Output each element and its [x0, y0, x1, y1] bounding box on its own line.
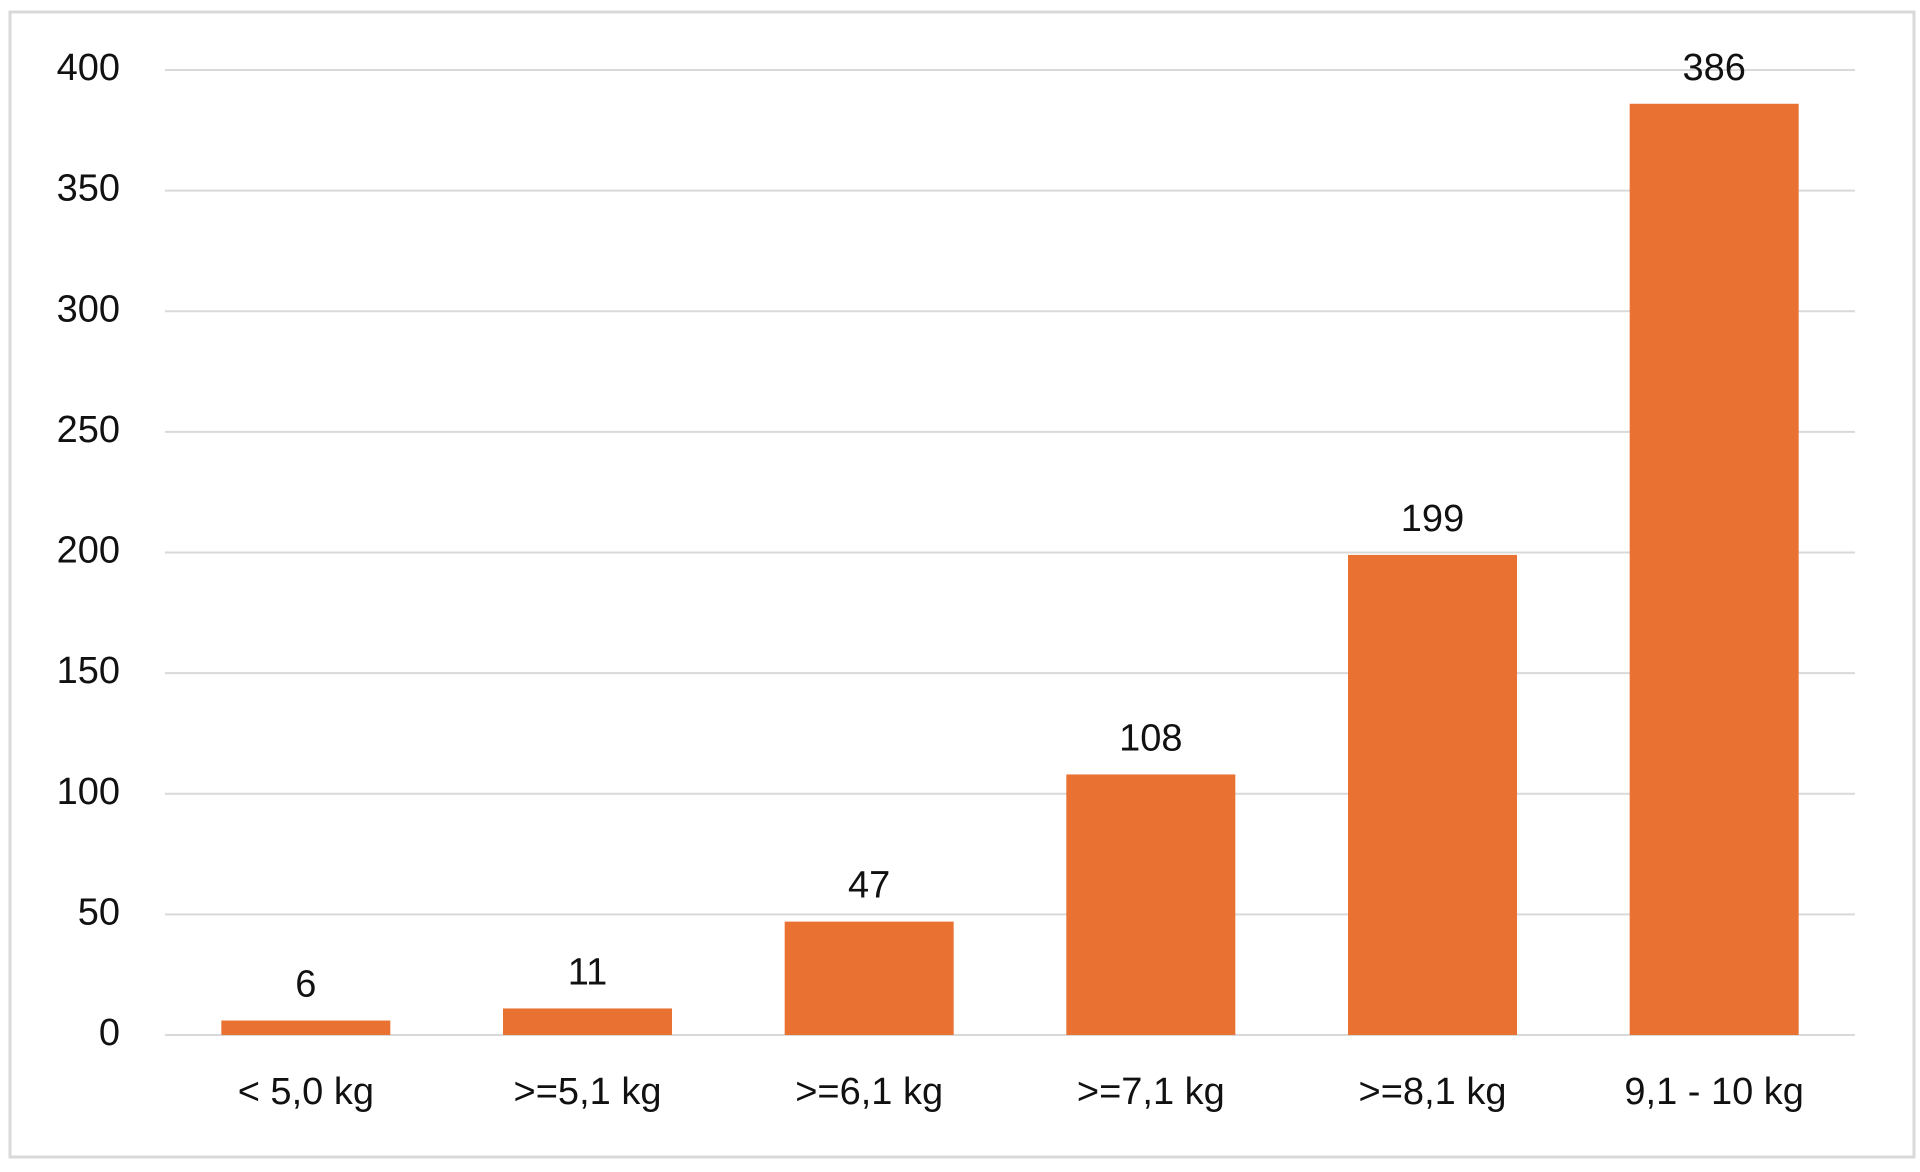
y-tick-label: 150 — [57, 650, 120, 692]
y-tick-label: 350 — [57, 168, 120, 210]
data-label: 199 — [1401, 498, 1464, 540]
y-tick-label: 50 — [78, 891, 120, 933]
x-tick-label: >=7,1 kg — [1077, 1071, 1225, 1113]
data-label: 386 — [1682, 47, 1745, 89]
bar — [503, 1008, 672, 1035]
x-tick-label: 9,1 - 10 kg — [1624, 1071, 1804, 1113]
y-tick-label: 100 — [57, 771, 120, 813]
x-tick-label: >=6,1 kg — [795, 1071, 943, 1113]
data-label: 6 — [295, 964, 316, 1006]
y-tick-label: 250 — [57, 409, 120, 451]
y-tick-label: 300 — [57, 288, 120, 330]
x-tick-label: >=8,1 kg — [1359, 1071, 1507, 1113]
bar — [1066, 774, 1236, 1035]
bar — [1348, 554, 1517, 1035]
data-label: 47 — [848, 865, 890, 907]
bar — [1629, 103, 1799, 1035]
x-tick-label: >=5,1 kg — [514, 1071, 662, 1113]
data-label: 108 — [1119, 717, 1182, 759]
chart-border — [8, 10, 1916, 1159]
y-tick-label: 400 — [57, 47, 120, 89]
y-tick-label: 0 — [99, 1012, 120, 1054]
bar — [784, 921, 954, 1035]
bar — [221, 1020, 391, 1035]
x-tick-label: < 5,0 kg — [238, 1071, 374, 1113]
data-label: 11 — [568, 951, 607, 993]
y-tick-label: 200 — [57, 530, 120, 572]
